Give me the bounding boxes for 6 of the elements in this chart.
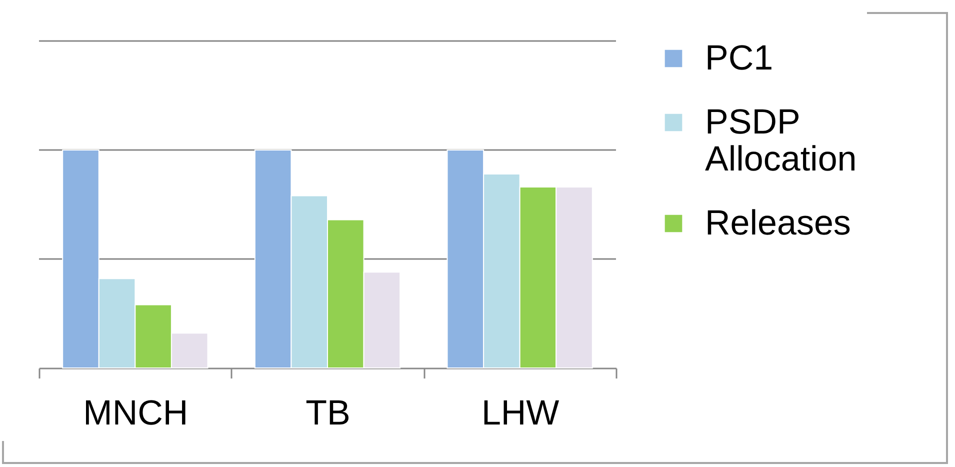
x-tick-label: LHW	[481, 394, 560, 432]
x-tick-label: MNCH	[83, 394, 188, 432]
legend-label: PSDP Allocation	[705, 102, 857, 178]
legend-label: PC1	[705, 38, 774, 78]
legend-label: Releases	[705, 204, 851, 242]
x-tick-label: TB	[306, 394, 350, 432]
